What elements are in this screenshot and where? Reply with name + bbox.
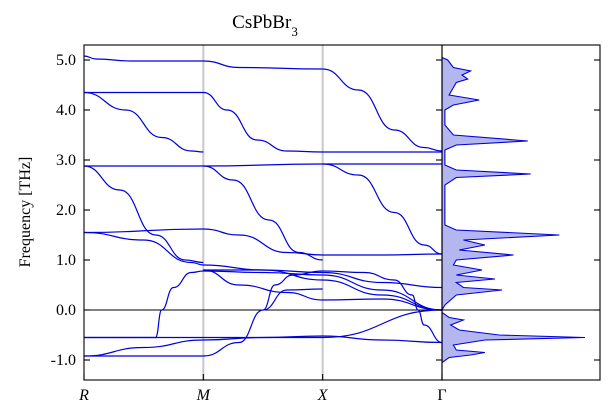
y-tick-label: 5.0 [56, 52, 76, 69]
chart-title-subscript: 3 [291, 24, 298, 39]
y-tick-label: 3.0 [56, 152, 76, 169]
x-tick-label: X [317, 387, 329, 404]
x-tick-label: M [196, 387, 212, 404]
band-11 [203, 269, 442, 311]
band-6 [84, 165, 204, 264]
band-4 [84, 91, 204, 153]
band-13 [84, 270, 442, 339]
band-10 [84, 231, 442, 289]
x-tick-label: R [78, 387, 89, 404]
band-9 [84, 228, 442, 256]
dos-curve [442, 56, 586, 364]
y-axis-ticks: -1.0 0.0 1.0 2.0 3.0 4.0 5.0 [51, 52, 600, 369]
band-3 [84, 91, 442, 153]
high-symmetry-lines [202, 45, 324, 380]
density-of-states [442, 56, 586, 364]
x-tick-label: Γ [437, 387, 446, 404]
band-2 [322, 68, 442, 152]
band-5 [84, 163, 442, 167]
y-tick-label: 0.0 [56, 302, 76, 319]
band-16 [84, 335, 442, 357]
band-12 [203, 269, 442, 311]
phonon-bands [84, 55, 442, 357]
chart-title: CsPbBr3 [232, 12, 298, 39]
band-15 [262, 270, 442, 344]
band-7 [203, 165, 323, 261]
band-14 [84, 288, 323, 357]
y-tick-label: 4.0 [56, 102, 76, 119]
band-17 [84, 309, 442, 339]
band-8 [322, 163, 442, 255]
y-tick-label: -1.0 [51, 352, 76, 369]
y-axis-label: Frequency [THz] [17, 157, 34, 268]
y-tick-label: 1.0 [56, 252, 76, 269]
y-tick-label: 2.0 [56, 202, 76, 219]
band-1 [84, 55, 323, 70]
dos-panel-frame [441, 44, 601, 381]
chart-title-base: CsPbBr [232, 12, 292, 33]
